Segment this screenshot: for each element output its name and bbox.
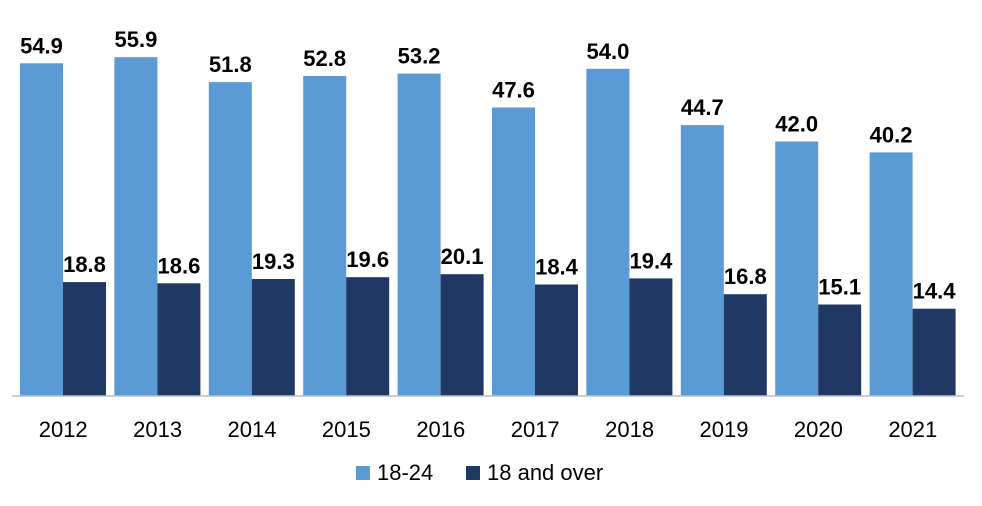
data-label-series1-2013: 55.9 [114,27,157,52]
data-label-series1-2018: 54.0 [586,39,629,64]
bar-series2-2012 [63,282,106,396]
data-label-series2-2016: 20.1 [441,244,484,269]
data-label-series1-2012: 54.9 [20,33,63,58]
x-tick-label: 2018 [605,417,654,442]
data-label-series2-2017: 18.4 [535,255,579,280]
data-label-series1-2017: 47.6 [492,78,535,103]
bar-series2-2015 [346,277,390,396]
x-tick-label: 2015 [322,417,371,442]
x-tick-label: 2013 [133,417,182,442]
x-tick-label: 2017 [511,417,560,442]
data-label-series2-2018: 19.4 [629,248,673,273]
data-label-series2-2021: 14.4 [913,279,957,304]
x-axis-ticks: 2012 2013 2014 2015 2016 2017 2018 2019 2020 2021 [39,417,938,442]
bar-series2-2014 [251,279,295,396]
data-labels-layer: 54.9 18.8 55.9 18.6 51.8 19.3 52.8 19.6 53.2 20.1… [20,27,956,304]
bar-series1-2013 [114,57,158,396]
bar-series1-2015 [303,76,347,396]
bar-series2-2013 [157,283,201,396]
bar-series1-2012 [20,63,63,397]
data-label-series2-2013: 18.6 [157,253,200,278]
x-tick-label: 2012 [39,417,88,442]
bar-series2-2016 [440,274,484,396]
bar-series2-2017 [535,284,578,396]
legend-swatch-series2 [466,466,480,480]
data-label-series2-2015: 19.6 [346,247,389,272]
bar-series1-2014 [208,82,252,396]
x-tick-label: 2016 [416,417,465,442]
x-tick-label: 2014 [228,417,277,442]
legend-swatch-series1 [356,466,370,480]
x-tick-label: 2019 [700,417,749,442]
x-tick-label: 2020 [794,417,843,442]
bar-series1-2018 [586,68,630,397]
bar-series1-2020 [775,141,819,396]
data-label-series1-2014: 51.8 [209,52,252,77]
bar-series2-2019 [723,294,767,396]
bar-series1-2021 [869,152,913,396]
bar-series1-2017 [492,107,535,396]
legend: 18-24 18 and over [356,460,603,485]
bar-series2-2018 [629,278,673,396]
data-label-series1-2021: 40.2 [870,122,913,147]
x-tick-label: 2021 [888,417,937,442]
data-label-series1-2015: 52.8 [303,46,346,71]
legend-label-series1: 18-24 [377,460,433,485]
bar-series2-2021 [912,308,956,396]
data-label-series1-2019: 44.7 [681,95,724,120]
data-label-series2-2014: 19.3 [252,249,295,274]
data-label-series2-2019: 16.8 [724,264,767,289]
bar-series2-2020 [818,304,862,396]
legend-label-series2: 18 and over [487,460,603,485]
data-label-series2-2012: 18.8 [63,252,106,277]
bar-series1-2019 [680,125,724,396]
bars-layer [20,57,956,397]
data-label-series1-2016: 53.2 [398,44,441,69]
data-label-series2-2020: 15.1 [818,275,861,300]
data-label-series1-2020: 42.0 [775,112,818,137]
bar-series1-2016 [397,73,441,396]
